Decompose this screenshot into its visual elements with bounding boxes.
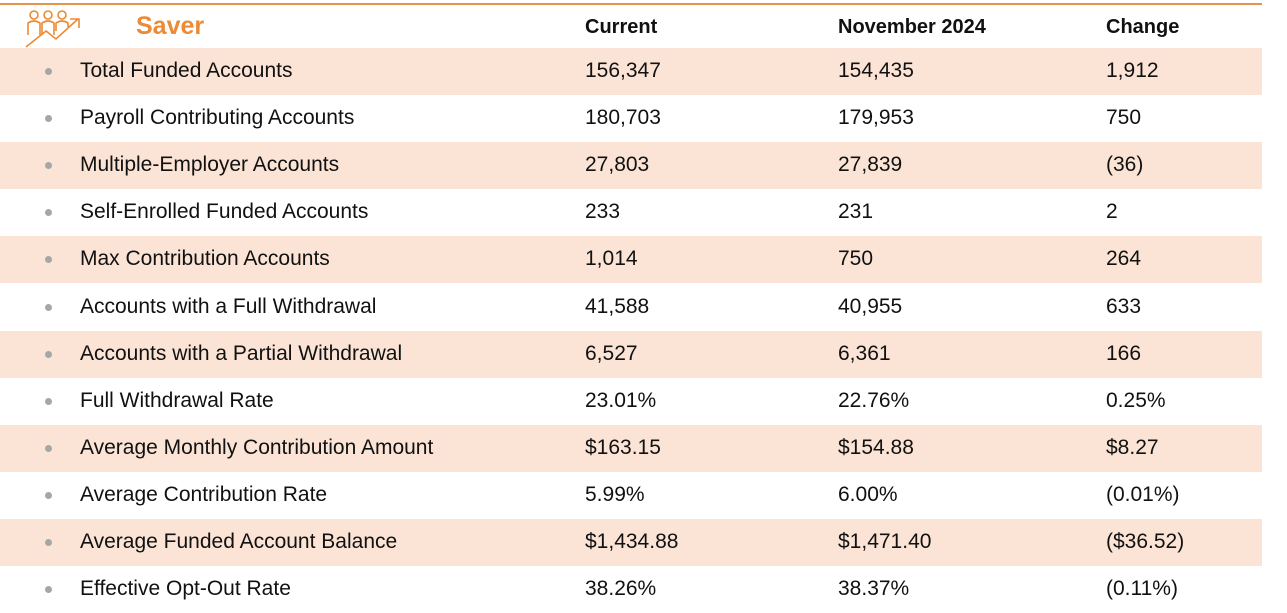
- bullet: [45, 491, 52, 499]
- row-label: Multiple-Employer Accounts: [80, 153, 340, 177]
- cell-value: 156,347: [585, 59, 661, 82]
- row-label: Accounts with a Full Withdrawal: [80, 294, 377, 318]
- table-row: Max Contribution Accounts 1,014 750 264: [0, 236, 1262, 284]
- bullet: [45, 397, 52, 405]
- cell-value: 6.00%: [838, 482, 898, 506]
- cell-value: 750: [838, 247, 874, 271]
- bullet: [45, 303, 52, 311]
- cell-value: 1,014: [585, 247, 638, 271]
- row-label: Average Monthly Contribution Amount: [80, 435, 434, 459]
- row-label: Effective Opt-Out Rate: [80, 577, 291, 601]
- row-label: Accounts with a Partial Withdrawal: [80, 341, 403, 365]
- table-row: Total Funded Accounts 156,347 154,435 1,912: [0, 48, 1262, 95]
- table-row: Full Withdrawal Rate 23.01% 22.76% 0.25%: [0, 378, 1262, 425]
- cell-value: (36): [1106, 153, 1144, 177]
- row-label: Average Funded Account Balance: [80, 530, 398, 553]
- bullet: [45, 115, 52, 123]
- cell-value: 27,839: [838, 153, 903, 177]
- table-row: Average Monthly Contribution Amount $163.…: [0, 424, 1262, 472]
- row-label: Average Contribution Rate: [80, 482, 328, 506]
- cell-value: 633: [1106, 294, 1142, 318]
- row-label: Total Funded Accounts: [80, 59, 293, 82]
- cell-value: 264: [1106, 247, 1142, 271]
- bullet: [45, 256, 52, 264]
- bullet: [45, 350, 52, 358]
- cell-value: 38.26%: [585, 577, 657, 601]
- cell-value: 27,803: [585, 153, 650, 177]
- row-label: Full Withdrawal Rate: [80, 388, 274, 412]
- cell-value: 6,361: [838, 341, 891, 365]
- cell-value: 22.76%: [838, 388, 910, 412]
- cell-value: 23.01%: [585, 388, 657, 412]
- column-header: Current: [585, 16, 658, 38]
- cell-value: 1,912: [1106, 59, 1159, 82]
- cell-value: 6,527: [585, 341, 638, 365]
- cell-value: $1,471.40: [838, 530, 932, 553]
- table-row: Average Contribution Rate 5.99% 6.00% (0.01…: [0, 472, 1262, 519]
- table-row: Self-Enrolled Funded Accounts 233 231 2: [0, 189, 1262, 236]
- cell-value: (0.01%): [1106, 482, 1180, 506]
- cell-value: 0.25%: [1106, 388, 1166, 412]
- table-row: Accounts with a Full Withdrawal 41,588 40,…: [0, 284, 1262, 331]
- cell-value: 180,703: [585, 106, 661, 130]
- cell-value: 38.37%: [838, 577, 910, 601]
- column-header: November 2024: [838, 16, 986, 38]
- people-growth-icon: [25, 10, 80, 48]
- bullet: [45, 68, 52, 75]
- bullet: [45, 586, 52, 594]
- table-row: Effective Opt-Out Rate 38.26% 38.37% (0.11%…: [0, 566, 1262, 613]
- cell-value: $1,434.88: [585, 530, 679, 553]
- table-title: Saver: [136, 12, 205, 40]
- header-row: Saver Current November 2024 Change: [0, 5, 1262, 48]
- cell-value: 2: [1106, 200, 1118, 224]
- cell-value: 41,588: [585, 294, 650, 318]
- row-label: Payroll Contributing Accounts: [80, 106, 355, 130]
- column-header: Change: [1106, 16, 1180, 38]
- top-rule: [0, 3, 1262, 5]
- bullet: [45, 539, 52, 546]
- table-row: Accounts with a Partial Withdrawal 6,527 6…: [0, 330, 1262, 378]
- cell-value: 233: [585, 200, 621, 224]
- cell-value: 231: [838, 200, 874, 224]
- cell-value: 154,435: [838, 59, 914, 82]
- table-row: Multiple-Employer Accounts 27,803 27,839 (3…: [0, 142, 1262, 190]
- bullet: [45, 209, 52, 217]
- cell-value: 5.99%: [585, 482, 645, 506]
- table-row: Payroll Contributing Accounts 180,703 179,…: [0, 95, 1262, 142]
- cell-value: 40,955: [838, 294, 903, 318]
- bullet: [45, 162, 52, 170]
- cell-value: 166: [1106, 341, 1142, 365]
- cell-value: $163.15: [585, 435, 661, 459]
- cell-value: (0.11%): [1106, 577, 1178, 601]
- cell-value: ($36.52): [1106, 530, 1185, 553]
- cell-value: $154.88: [838, 435, 914, 459]
- cell-value: $8.27: [1106, 435, 1159, 459]
- cell-value: 179,953: [838, 106, 914, 130]
- table-row: Average Funded Account Balance $1,434.88 $…: [0, 519, 1262, 566]
- row-label: Self-Enrolled Funded Accounts: [80, 200, 369, 224]
- cell-value: 750: [1106, 106, 1142, 130]
- row-label: Max Contribution Accounts: [80, 247, 330, 271]
- bullet: [45, 444, 52, 452]
